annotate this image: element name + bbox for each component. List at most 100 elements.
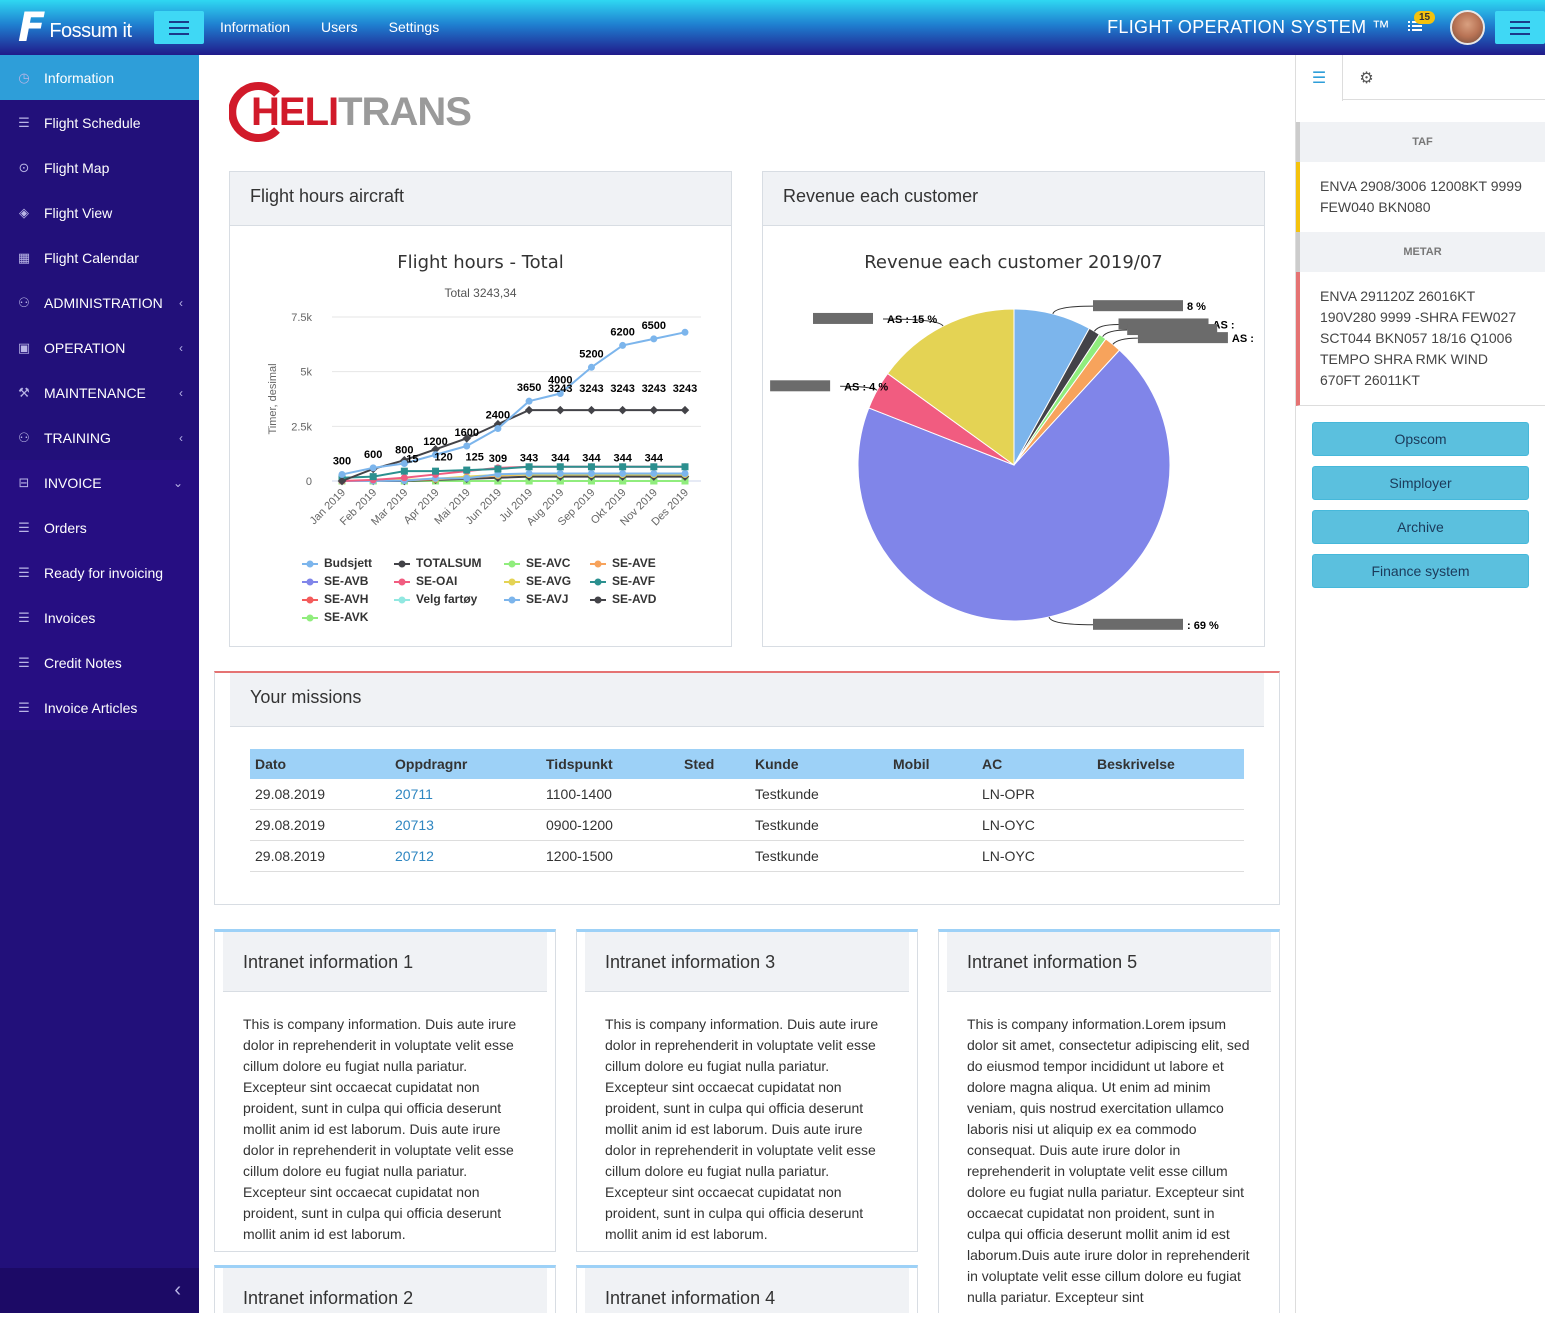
table-header-row: Dato Oppdragnr Tidspunkt Sted Kunde Mobi… xyxy=(250,749,1244,779)
col-kunde[interactable]: Kunde xyxy=(750,749,888,779)
legend-item[interactable]: TOTALSUM xyxy=(394,556,482,570)
table-row: 29.08.2019 20712 1200-1500 Testkunde LN-… xyxy=(250,840,1244,872)
logo-mark-icon: F xyxy=(18,5,46,51)
sidebar-item-administration[interactable]: ⚇ ADMINISTRATION ‹ xyxy=(0,280,199,325)
sidebar-item-label: TRAINING xyxy=(44,429,111,446)
data-point xyxy=(681,328,689,336)
col-sted[interactable]: Sted xyxy=(679,749,750,779)
sidebar-item-flight-view[interactable]: ◈ Flight View xyxy=(0,190,199,235)
legend-label: SE-AVB xyxy=(324,574,369,588)
data-point xyxy=(494,425,502,433)
sidebar-item-flight-schedule[interactable]: ☰ Flight Schedule xyxy=(0,100,199,145)
sidebar-item-invoice[interactable]: ⊟ INVOICE ⌄ xyxy=(0,460,199,505)
missions-title: Your missions xyxy=(230,673,1264,727)
data-point xyxy=(556,469,564,477)
col-ac[interactable]: AC xyxy=(977,749,1092,779)
sidebar-item-information[interactable]: ◷ Information xyxy=(0,55,199,100)
legend-item[interactable]: SE-AVH xyxy=(302,592,368,606)
users-icon: ⚇ xyxy=(18,429,30,445)
legend-item[interactable]: SE-AVD xyxy=(590,592,656,606)
sidebar-item-flight-calendar[interactable]: ▦ Flight Calendar xyxy=(0,235,199,280)
legend-item[interactable]: SE-AVB xyxy=(302,574,368,588)
data-point xyxy=(369,464,377,472)
intranet-card-1: Intranet information 1 This is company i… xyxy=(214,929,556,1252)
mission-link[interactable]: 20712 xyxy=(395,848,434,864)
data-label: 3650 xyxy=(517,382,541,394)
user-avatar[interactable] xyxy=(1450,10,1485,45)
legend-item[interactable]: Budsjett xyxy=(302,556,372,570)
sidebar-item-label: Flight View xyxy=(44,204,113,221)
legend-item[interactable]: SE-AVE xyxy=(590,556,656,570)
legend-item[interactable]: SE-AVK xyxy=(302,610,368,624)
legend-item[interactable]: SE-AVF xyxy=(590,574,655,588)
nav-information[interactable]: Information xyxy=(220,19,291,35)
legend-label: SE-AVG xyxy=(526,574,572,588)
sidebar-item-orders[interactable]: ☰ Orders xyxy=(0,505,199,550)
data-point xyxy=(338,470,346,478)
col-dato[interactable]: Dato xyxy=(250,749,390,779)
data-label: 600 xyxy=(364,449,382,461)
legend-item[interactable]: SE-OAI xyxy=(394,574,457,588)
legend-label: Budsjett xyxy=(324,556,372,570)
sidebar-item-ready-for-invoicing[interactable]: ☰ Ready for invoicing xyxy=(0,550,199,595)
pie-connector xyxy=(1048,616,1094,626)
legend-item[interactable]: SE-AVC xyxy=(504,556,570,570)
sidebar-toggle-button[interactable] xyxy=(154,11,204,44)
tab-settings[interactable]: ⚙ xyxy=(1343,55,1390,100)
col-tidspunkt[interactable]: Tidspunkt xyxy=(541,749,679,779)
col-beskrivelse[interactable]: Beskrivelse xyxy=(1092,749,1244,779)
y-tick-label: 2.5k xyxy=(291,421,312,433)
data-point xyxy=(494,465,502,473)
flight-hours-card: Flight hours aircraft Flight hours - Tot… xyxy=(229,171,732,647)
sidebar-item-training[interactable]: ⚇ TRAINING ‹ xyxy=(0,415,199,460)
sidebar-item-label: Flight Map xyxy=(44,159,110,176)
simployer-button[interactable]: Simployer xyxy=(1312,466,1529,500)
sidebar-item-maintenance[interactable]: ⚒ MAINTENANCE ‹ xyxy=(0,370,199,415)
opscom-button[interactable]: Opscom xyxy=(1312,422,1529,456)
chart-title: Flight hours - Total xyxy=(397,252,564,273)
archive-button[interactable]: Archive xyxy=(1312,510,1529,544)
data-label: 344 xyxy=(551,452,570,464)
list-icon: ☰ xyxy=(18,114,30,130)
data-point xyxy=(650,335,658,343)
data-point xyxy=(681,463,689,471)
col-mobil[interactable]: Mobil xyxy=(888,749,977,779)
legend-item[interactable]: Velg fartøy xyxy=(394,592,477,606)
missions-table-wrap: Dato Oppdragnr Tidspunkt Sted Kunde Mobi… xyxy=(250,749,1244,872)
sidebar-item-operation[interactable]: ▣ OPERATION ‹ xyxy=(0,325,199,370)
sidebar-item-flight-map[interactable]: ⊙ Flight Map xyxy=(0,145,199,190)
y-axis-label: Timer, desimal xyxy=(267,363,279,434)
sidebar-collapse-button[interactable]: ‹ xyxy=(0,1268,199,1313)
series-line xyxy=(341,331,686,476)
sidebar-item-invoices[interactable]: ☰ Invoices xyxy=(0,595,199,640)
data-point xyxy=(463,442,471,450)
nav-users[interactable]: Users xyxy=(321,19,358,35)
legend-item[interactable]: SE-AVJ xyxy=(504,592,568,606)
list-icon: ☰ xyxy=(18,519,30,535)
legend-label: SE-AVC xyxy=(526,556,571,570)
list-icon: ☰ xyxy=(18,609,30,625)
sidebar-item-credit-notes[interactable]: ☰ Credit Notes xyxy=(0,640,199,685)
nav-settings[interactable]: Settings xyxy=(388,19,440,35)
tab-list[interactable]: ☰ xyxy=(1296,55,1343,101)
legend-item[interactable]: SE-AVG xyxy=(504,574,571,588)
wrench-icon: ⚒ xyxy=(18,384,30,400)
cell-sted xyxy=(679,779,750,810)
info-body: This is company information.Lorem ipsum … xyxy=(967,1016,1250,1305)
finance-system-button[interactable]: Finance system xyxy=(1312,554,1529,588)
data-point xyxy=(619,469,627,477)
sidebar-item-invoice-articles[interactable]: ☰ Invoice Articles xyxy=(0,685,199,730)
legend-label: TOTALSUM xyxy=(416,556,482,570)
missions-table: Dato Oppdragnr Tidspunkt Sted Kunde Mobi… xyxy=(250,749,1244,872)
cell-ac: LN-OYC xyxy=(977,840,1092,872)
fossum-logo[interactable]: F Fossum it xyxy=(18,6,148,50)
data-point xyxy=(432,451,440,459)
mission-link[interactable]: 20711 xyxy=(395,786,433,802)
data-point xyxy=(494,470,502,478)
list-icon: ☰ xyxy=(1311,70,1327,87)
sidebar-item-label: INVOICE xyxy=(44,474,102,491)
mission-link[interactable]: 20713 xyxy=(395,817,434,833)
col-oppdragnr[interactable]: Oppdragnr xyxy=(390,749,541,779)
right-panel-toggle-button[interactable] xyxy=(1495,11,1545,44)
